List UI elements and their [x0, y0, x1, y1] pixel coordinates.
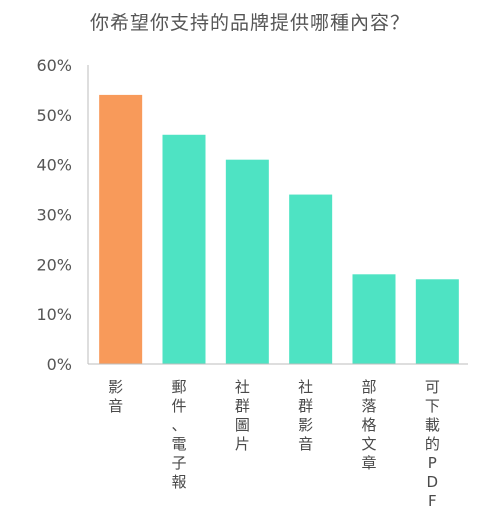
bar	[289, 194, 333, 364]
y-axis-ticks: 0% 10% 20% 30% 40% 50% 60%	[36, 56, 72, 374]
bar	[225, 159, 269, 364]
x-tick-label: 影音	[108, 378, 123, 415]
y-tick-label: 30%	[36, 206, 72, 225]
bar	[162, 134, 206, 364]
bar	[99, 94, 143, 365]
x-tick-label: 社群圖片	[235, 378, 250, 453]
y-tick-label: 40%	[36, 156, 72, 175]
y-tick-label: 60%	[36, 56, 72, 75]
bars	[99, 94, 459, 365]
chart-title: 你希望你支持的品牌提供哪種內容？	[89, 12, 410, 34]
x-tick-label: 社群影音	[298, 378, 313, 453]
x-tick-label: 郵件、電子報	[171, 378, 186, 491]
x-tick-label: 部落格文章	[361, 378, 376, 472]
y-tick-label: 20%	[36, 255, 72, 274]
x-tick-label: 可下載的 P D F	[425, 378, 440, 507]
y-tick-label: 0%	[47, 355, 72, 374]
bar	[415, 279, 459, 364]
y-tick-label: 50%	[36, 106, 72, 125]
bar	[352, 274, 396, 364]
x-axis-labels: 影音 郵件、電子報 社群圖片 社群影音 部落格文章 可下載的 P D F	[108, 378, 440, 507]
y-tick-label: 10%	[36, 305, 72, 324]
